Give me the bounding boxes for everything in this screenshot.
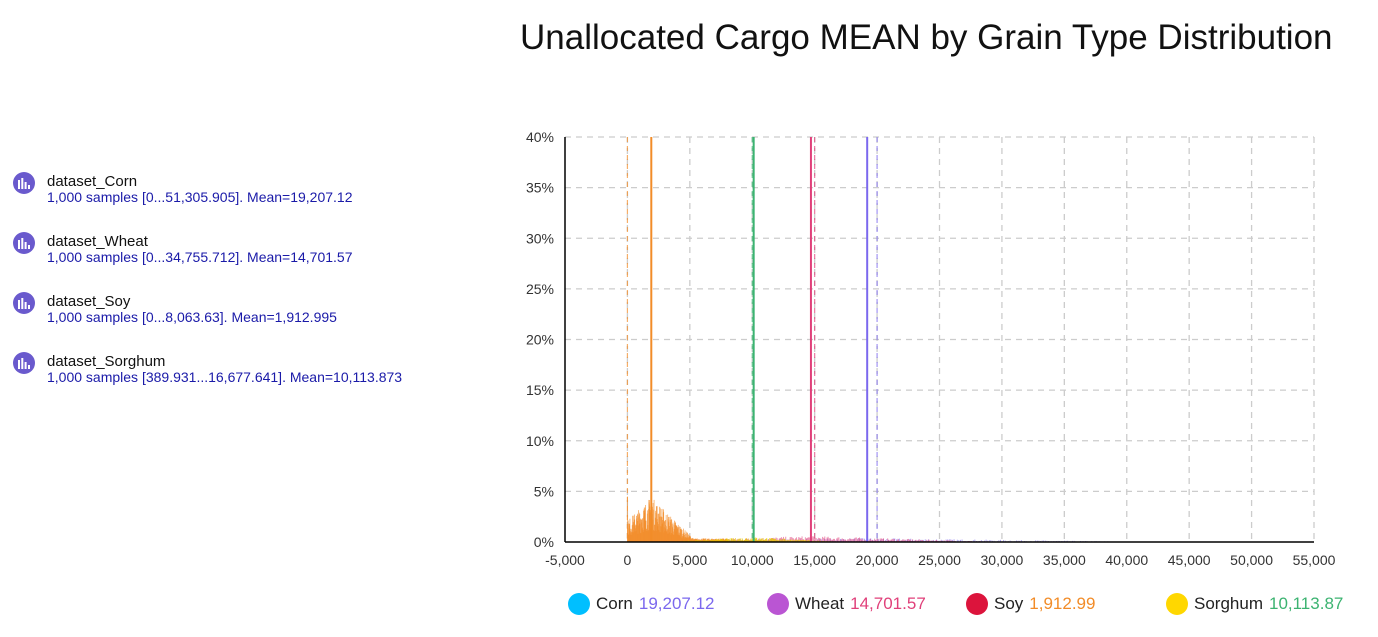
dataset-name: dataset_Sorghum (47, 353, 166, 370)
x-tick-label: 5,000 (672, 552, 707, 568)
y-tick-label: 20% (526, 332, 554, 348)
x-tick-label: 45,000 (1168, 552, 1211, 568)
y-tick-label: 35% (526, 180, 554, 196)
y-tick-label: 5% (534, 483, 554, 499)
y-tick-label: 10% (526, 433, 554, 449)
x-tick-label: 55,000 (1293, 552, 1336, 568)
x-tick-label: 15,000 (793, 552, 836, 568)
histogram-icon (13, 292, 35, 314)
dataset-list: dataset_Corn 1,000 samples [0...51,305.90… (13, 172, 493, 412)
dataset-name: dataset_Soy (47, 293, 131, 310)
legend-value: 19,207.12 (638, 594, 715, 613)
dataset-item[interactable]: dataset_Sorghum 1,000 samples [389.931...… (13, 352, 493, 412)
legend-label: Soy (994, 594, 1024, 613)
y-tick-label: 30% (526, 230, 554, 246)
y-tick-label: 15% (526, 382, 554, 398)
x-tick-label: 20,000 (856, 552, 899, 568)
legend-value: 14,701.57 (850, 594, 926, 613)
legend-item-corn[interactable]: Corn 19,207.12 (568, 592, 715, 616)
legend-dot (1166, 593, 1188, 615)
legend-item-sorghum[interactable]: Sorghum 10,113.87 (1166, 592, 1343, 616)
x-tick-label: 25,000 (918, 552, 961, 568)
x-tick-label: 50,000 (1230, 552, 1273, 568)
dataset-description: 1,000 samples [0...8,063.63]. Mean=1,912… (47, 309, 337, 325)
y-tick-label: 25% (526, 281, 554, 297)
legend-label: Corn (596, 594, 633, 613)
chart-title: Unallocated Cargo MEAN by Grain Type Dis… (520, 18, 1333, 57)
dataset-description: 1,000 samples [0...34,755.712]. Mean=14,… (47, 249, 353, 265)
dataset-item[interactable]: dataset_Soy 1,000 samples [0...8,063.63].… (13, 292, 493, 352)
dataset-description: 1,000 samples [389.931...16,677.641]. Me… (47, 369, 403, 385)
legend-item-wheat[interactable]: Wheat 14,701.57 (767, 592, 926, 616)
legend-item-soy[interactable]: Soy 1,912.99 (966, 592, 1095, 616)
histogram-icon (13, 232, 35, 254)
legend-label: Sorghum (1194, 594, 1263, 613)
legend-dot (767, 593, 789, 615)
y-tick-label: 0% (534, 534, 554, 550)
legend-label: Wheat (795, 594, 845, 613)
dataset-item[interactable]: dataset_Wheat 1,000 samples [0...34,755.7… (13, 232, 493, 292)
histogram-icon (13, 172, 35, 194)
x-tick-label: 0 (624, 552, 632, 568)
x-tick-label: 30,000 (981, 552, 1024, 568)
dataset-item[interactable]: dataset_Corn 1,000 samples [0...51,305.90… (13, 172, 493, 232)
x-tick-label: 40,000 (1105, 552, 1148, 568)
x-tick-label: -5,000 (545, 552, 585, 568)
dataset-name: dataset_Corn (47, 173, 138, 190)
legend-dot (568, 593, 590, 615)
legend-value: 1,912.99 (1029, 594, 1096, 613)
legend-dot (966, 593, 988, 615)
x-tick-label: 10,000 (731, 552, 774, 568)
histogram-icon (13, 352, 35, 374)
dataset-name: dataset_Wheat (47, 233, 148, 250)
legend-value: 10,113.87 (1268, 594, 1344, 613)
x-tick-label: 35,000 (1043, 552, 1086, 568)
dataset-description: 1,000 samples [0...51,305.905]. Mean=19,… (47, 189, 353, 205)
y-tick-label: 40% (526, 129, 554, 145)
